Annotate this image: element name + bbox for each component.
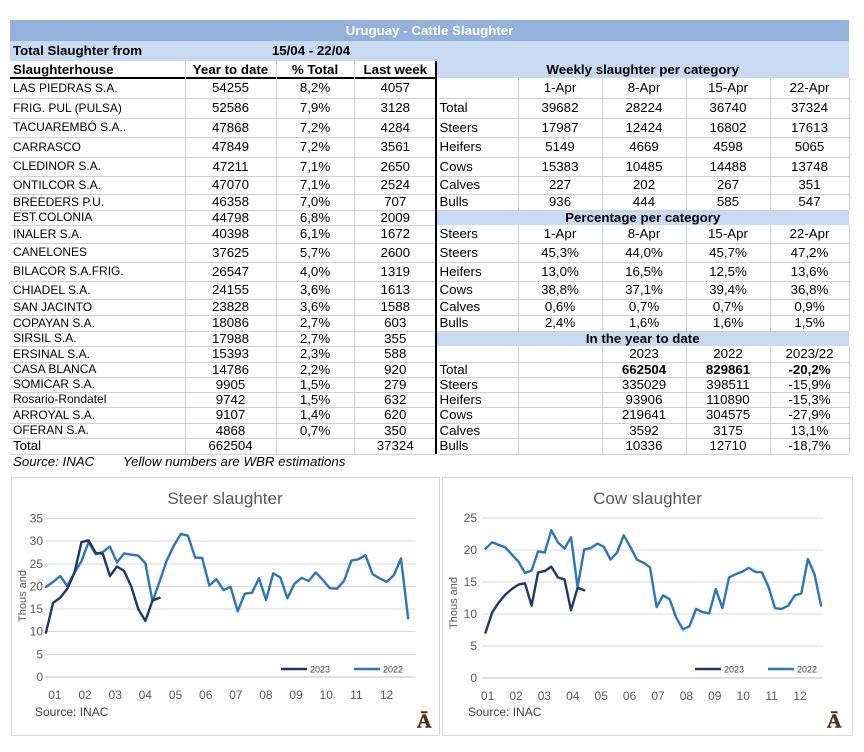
svg-text:12: 12 [793, 689, 807, 703]
svg-text:10: 10 [737, 689, 751, 703]
svg-text:Ā: Ā [827, 711, 842, 733]
svg-text:10: 10 [464, 607, 478, 621]
svg-text:25: 25 [464, 511, 478, 525]
svg-text:03: 03 [538, 689, 552, 703]
svg-text:11: 11 [350, 688, 363, 702]
svg-text:09: 09 [289, 688, 303, 702]
svg-text:Source: INAC: Source: INAC [35, 705, 109, 719]
svg-text:5: 5 [470, 639, 477, 653]
svg-text:10: 10 [320, 688, 334, 702]
svg-text:06: 06 [199, 688, 213, 702]
svg-text:03: 03 [109, 688, 123, 702]
svg-text:2022: 2022 [383, 665, 403, 675]
svg-text:25: 25 [30, 557, 44, 571]
svg-text:30: 30 [30, 534, 44, 548]
svg-text:08: 08 [680, 689, 694, 703]
svg-text:15: 15 [30, 602, 44, 616]
svg-text:09: 09 [708, 689, 722, 703]
svg-text:05: 05 [169, 688, 183, 702]
svg-text:02: 02 [509, 689, 523, 703]
svg-text:15: 15 [464, 575, 478, 589]
svg-text:20: 20 [30, 579, 44, 593]
svg-text:11: 11 [765, 689, 778, 703]
svg-text:10: 10 [30, 625, 44, 639]
svg-text:12: 12 [380, 688, 394, 702]
svg-text:Ā: Ā [417, 711, 432, 733]
svg-text:02: 02 [78, 688, 92, 702]
svg-text:0: 0 [470, 671, 477, 685]
svg-text:07: 07 [229, 688, 243, 702]
svg-text:5: 5 [36, 647, 43, 661]
svg-text:2023: 2023 [724, 665, 744, 675]
svg-text:Steer slaughter: Steer slaughter [167, 489, 283, 508]
svg-text:01: 01 [48, 688, 62, 702]
svg-text:07: 07 [651, 689, 665, 703]
svg-text:01: 01 [481, 689, 495, 703]
svg-text:04: 04 [566, 689, 580, 703]
svg-text:2022: 2022 [797, 665, 817, 675]
svg-text:Source: INAC: Source: INAC [468, 705, 542, 719]
svg-text:08: 08 [259, 688, 273, 702]
svg-text:0: 0 [36, 670, 43, 684]
svg-text:35: 35 [30, 512, 44, 526]
svg-text:Cow slaughter: Cow slaughter [593, 489, 702, 508]
svg-text:06: 06 [623, 689, 637, 703]
svg-text:05: 05 [595, 689, 609, 703]
svg-text:04: 04 [139, 688, 153, 702]
svg-text:Thous and: Thous and [448, 577, 460, 629]
svg-text:20: 20 [464, 543, 478, 557]
svg-text:2023: 2023 [310, 665, 330, 675]
svg-text:Thous and: Thous and [17, 570, 29, 622]
